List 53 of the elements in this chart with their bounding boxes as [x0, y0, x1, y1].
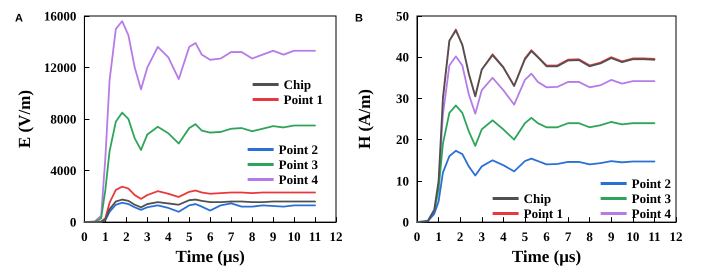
y-tick-label: 16000 — [44, 8, 76, 24]
x-axis-title: Time (μs) — [512, 247, 582, 266]
legend-label: Chip — [284, 77, 312, 92]
legend-label: Chip — [524, 191, 552, 206]
x-tick-label: 2 — [123, 229, 130, 244]
x-tick-label: 4 — [165, 229, 172, 244]
x-tick-label: 5 — [522, 229, 529, 244]
x-tick-label: 1 — [435, 229, 442, 244]
x-tick-label: 10 — [626, 229, 640, 244]
legend-label: Point 4 — [632, 206, 672, 221]
y-axis-title: H (A/m) — [355, 89, 374, 150]
x-tick-label: 11 — [648, 229, 661, 244]
y-tick-label: 10 — [396, 173, 409, 188]
chart-title: A — [15, 12, 23, 24]
x-tick-label: 12 — [330, 229, 342, 244]
x-tick-label: 8 — [586, 229, 594, 244]
x-tick-label: 10 — [288, 229, 301, 244]
y-tick-label: 0 — [70, 214, 76, 230]
legend-label: Point 3 — [278, 157, 318, 172]
x-tick-label: 7 — [564, 229, 572, 244]
legend-label: Point 2 — [278, 142, 318, 157]
x-tick-label: 6 — [206, 229, 214, 244]
y-tick-label: 30 — [396, 90, 409, 106]
chart-title: B — [355, 12, 363, 24]
x-tick-label: 11 — [308, 229, 322, 244]
legend-label: Point 1 — [284, 92, 324, 107]
x-axis-title: Time (μs) — [176, 247, 245, 266]
x-tick-label: 0 — [81, 229, 88, 244]
x-tick-label: 7 — [228, 229, 235, 244]
x-tick-label: 1 — [102, 229, 109, 244]
legend-label: Point 1 — [524, 206, 564, 221]
x-tick-label: 2 — [456, 229, 464, 244]
legend-label: Point 4 — [278, 172, 318, 187]
x-tick-label: 9 — [608, 229, 615, 244]
legend-label: Point 3 — [632, 191, 672, 206]
y-tick-label: 0 — [402, 214, 409, 230]
y-tick-label: 50 — [396, 8, 409, 24]
x-tick-label: 12 — [670, 229, 682, 244]
y-tick-label: 40 — [396, 50, 409, 65]
x-tick-label: 3 — [144, 229, 152, 244]
x-tick-label: 4 — [500, 229, 508, 244]
y-tick-label: 20 — [396, 132, 409, 148]
y-tick-label: 4000 — [50, 163, 76, 178]
x-tick-label: 5 — [186, 229, 193, 244]
y-tick-label: 8000 — [50, 112, 76, 127]
y-tick-label: 12000 — [44, 60, 76, 76]
x-tick-label: 6 — [543, 229, 550, 244]
y-axis-title: E (V/m) — [15, 90, 34, 148]
x-tick-label: 3 — [478, 229, 486, 244]
x-tick-label: 8 — [248, 229, 256, 244]
x-tick-label: 9 — [270, 229, 277, 244]
legend-label: Point 2 — [632, 176, 672, 191]
x-tick-label: 0 — [414, 229, 420, 244]
